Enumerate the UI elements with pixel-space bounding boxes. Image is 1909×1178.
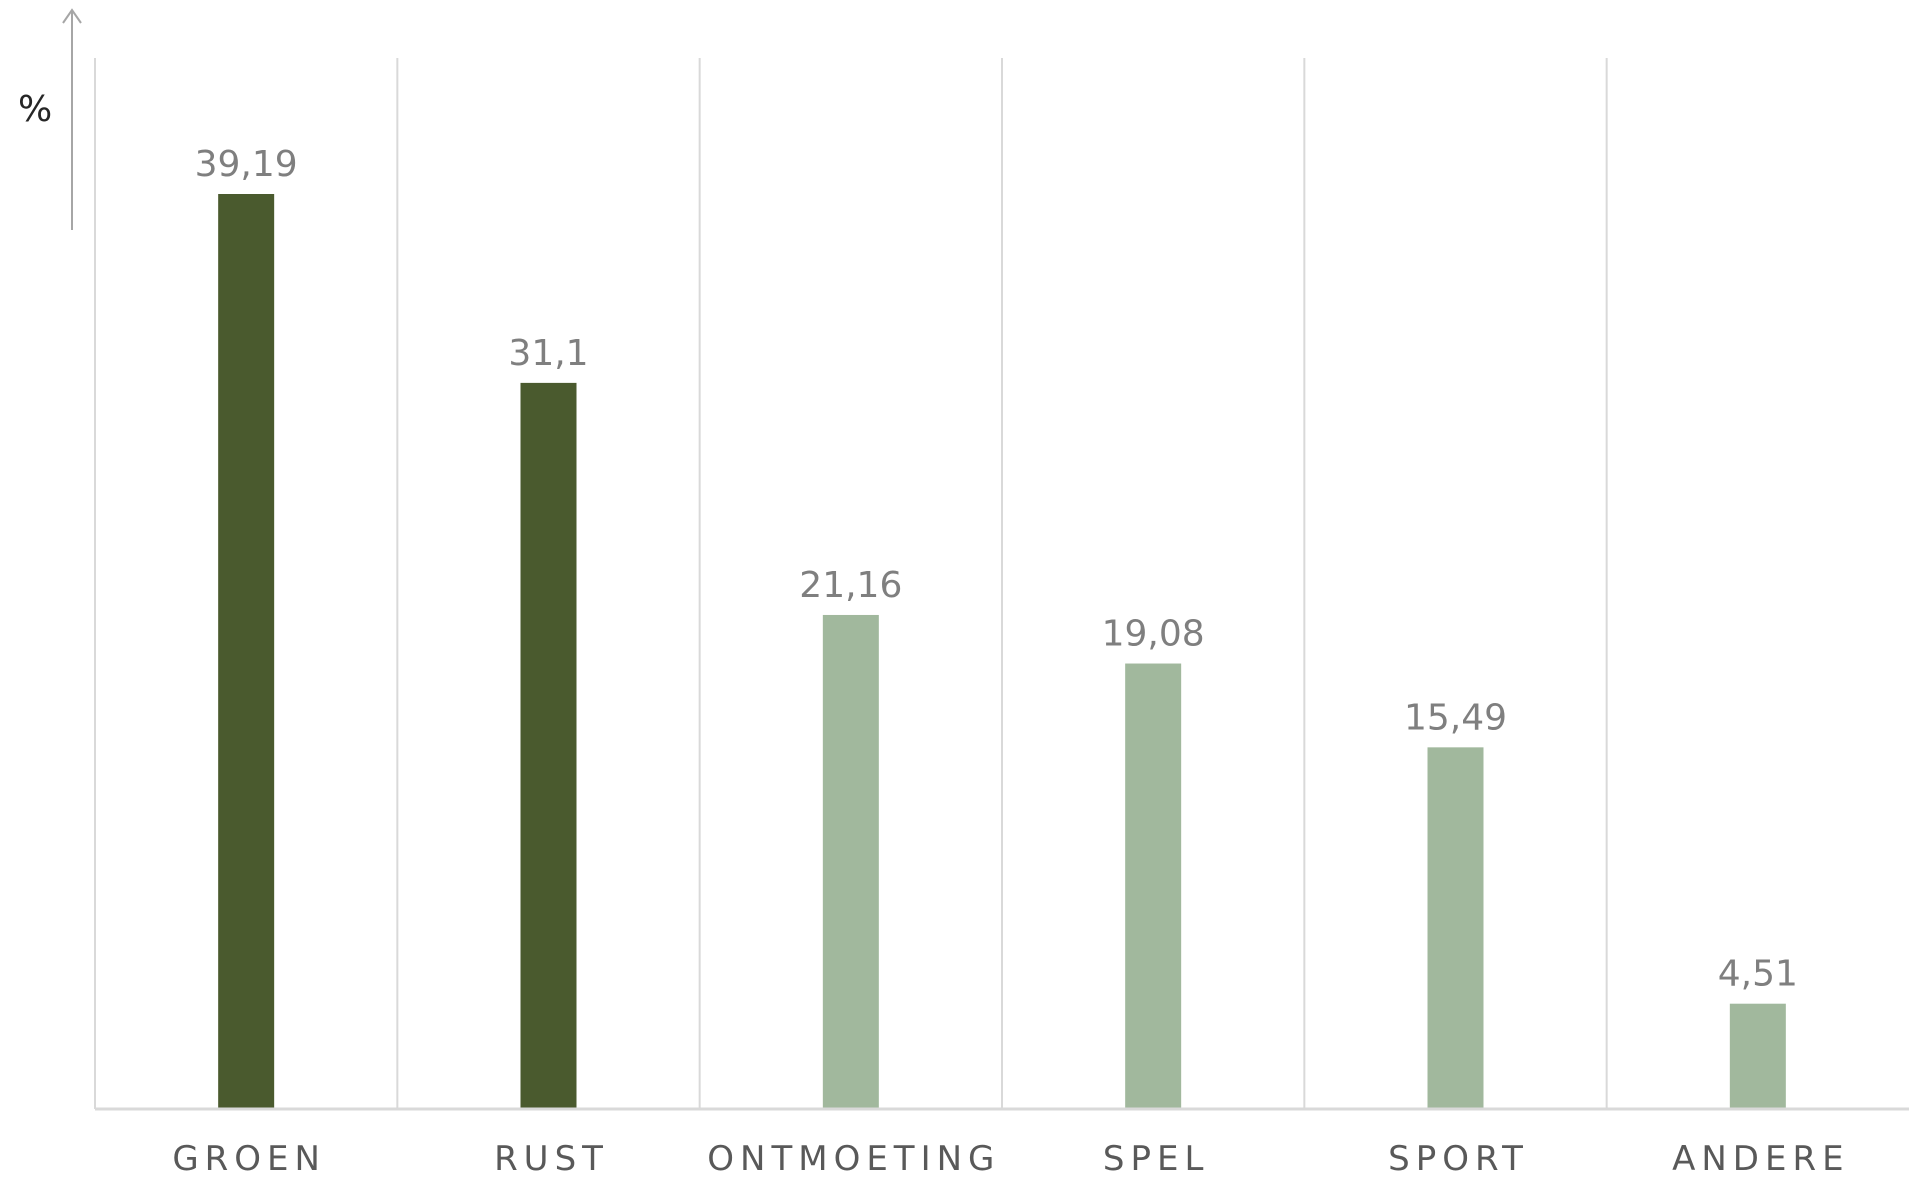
value-label-ontmoeting: 21,16 bbox=[799, 565, 902, 606]
value-label-rust: 31,1 bbox=[508, 333, 588, 374]
bar-andere bbox=[1729, 1003, 1786, 1109]
category-label-andere: ANDERE bbox=[1672, 1139, 1849, 1178]
value-label-sport: 15,49 bbox=[1404, 697, 1507, 738]
category-label-groen: GROEN bbox=[172, 1139, 326, 1178]
axes: % bbox=[18, 8, 1909, 1111]
bar-spel bbox=[1125, 663, 1182, 1109]
value-label-groen: 39,19 bbox=[195, 144, 298, 185]
value-label-andere: 4,51 bbox=[1718, 954, 1798, 995]
value-labels: 39,19 31,1 21,16 19,08 15,49 4,51 bbox=[195, 144, 1798, 995]
category-label-spel: SPEL bbox=[1103, 1139, 1210, 1178]
y-axis-label: % bbox=[18, 89, 52, 130]
value-label-spel: 19,08 bbox=[1102, 614, 1205, 655]
y-axis-arrow-icon bbox=[62, 8, 82, 24]
category-label-rust: RUST bbox=[494, 1139, 609, 1178]
bar-groen bbox=[218, 194, 275, 1109]
category-label-sport: SPORT bbox=[1388, 1139, 1529, 1178]
gridlines bbox=[94, 58, 1608, 1109]
bar-sport bbox=[1427, 747, 1484, 1109]
bar-ontmoeting bbox=[822, 614, 879, 1109]
bar-rust bbox=[520, 382, 577, 1109]
bars bbox=[218, 194, 1786, 1109]
category-label-ontmoeting: ONTMOETING bbox=[707, 1139, 1000, 1178]
category-labels: GROEN RUST ONTMOETING SPEL SPORT ANDERE bbox=[172, 1139, 1849, 1178]
